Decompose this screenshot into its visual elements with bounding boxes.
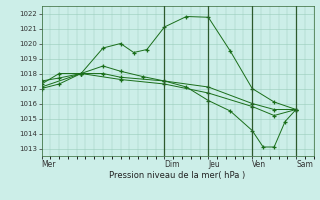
X-axis label: Pression niveau de la mer( hPa ): Pression niveau de la mer( hPa ) <box>109 171 246 180</box>
